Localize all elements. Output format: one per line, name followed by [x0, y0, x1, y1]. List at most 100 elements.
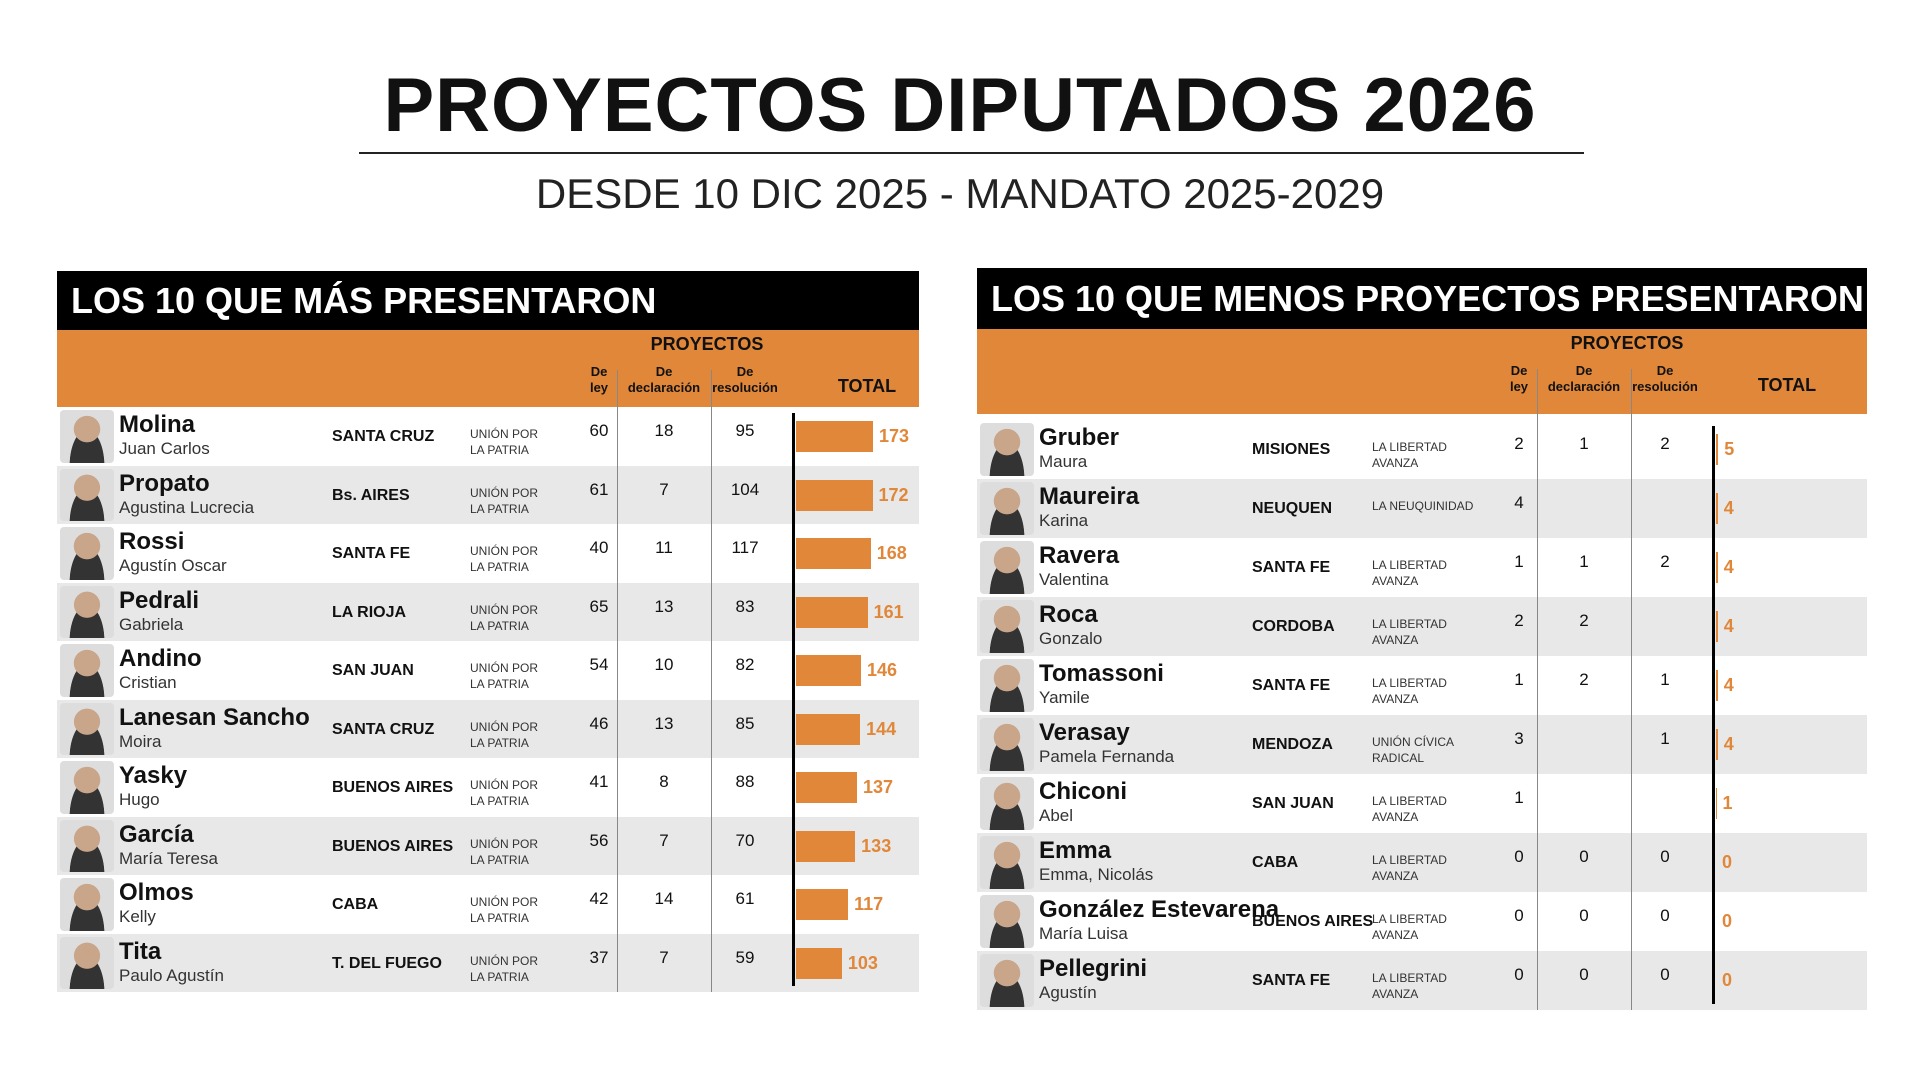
party: UNIÓN CÍVICA RADICAL	[1372, 735, 1454, 765]
first-name: Agustín Oscar	[119, 556, 227, 575]
row	[977, 479, 1867, 538]
row	[57, 641, 919, 700]
photo	[60, 468, 114, 521]
province: SANTA FE	[1252, 677, 1331, 694]
axis-line	[1712, 426, 1715, 1004]
party: UNIÓN POR LA PATRIA	[470, 485, 539, 516]
cell-value: 11	[655, 538, 673, 557]
province: SAN JUAN	[332, 662, 414, 679]
row	[977, 774, 1867, 833]
first-name: Hugo	[119, 790, 160, 809]
photo	[980, 423, 1034, 476]
column-header: De declaración	[627, 364, 701, 395]
province: SANTA FE	[1252, 972, 1331, 989]
cell-value: 83	[735, 596, 755, 616]
row	[57, 875, 919, 934]
cell-value: 46	[589, 713, 609, 733]
photo	[60, 410, 114, 463]
first-name: Gabriela	[119, 614, 184, 634]
total-value: 4	[1723, 734, 1734, 754]
surname: Tita	[119, 937, 162, 965]
row	[977, 538, 1867, 597]
surname: Pellegrini	[1039, 955, 1148, 982]
total-value: 133	[861, 835, 892, 856]
photo	[60, 527, 114, 580]
surname: Roca	[1039, 601, 1098, 628]
cell-value: 7	[659, 479, 669, 499]
province: BUENOS AIRES	[1252, 913, 1374, 930]
total-bar	[1716, 611, 1718, 642]
party: UNIÓN POR LA PATRIA	[470, 661, 539, 691]
province: CABA	[1252, 854, 1299, 871]
photo	[980, 836, 1034, 889]
cell-value: 13	[654, 713, 674, 733]
party: LA LIBERTAD AVANZA	[1372, 971, 1447, 1001]
table-title: LOS 10 QUE MÁS PRESENTARON	[57, 271, 919, 330]
table-title: LOS 10 QUE MENOS PROYECTOS PRESENTARON	[977, 268, 1867, 329]
first-name: María Luisa	[1039, 924, 1128, 943]
province: T. DEL FUEGO	[332, 954, 442, 972]
cell-value: 61	[735, 889, 755, 908]
party: UNIÓN POR LA PATRIA	[470, 895, 539, 925]
cell-value: 65	[589, 596, 609, 616]
cell-value: 2	[1514, 611, 1524, 630]
photo	[60, 878, 114, 931]
photo	[980, 659, 1034, 712]
total-bar	[1716, 670, 1718, 701]
subtitle: DESDE 10 DIC 2025 - MANDATO 2025-2029	[535, 170, 1385, 217]
total-bar	[796, 655, 861, 686]
party: LA NEUQUINIDAD	[1372, 499, 1474, 513]
cell-value: 1	[1514, 670, 1524, 689]
photo	[980, 482, 1034, 535]
first-name: Pamela Fernanda	[1039, 747, 1175, 766]
cell-value: 2	[1514, 434, 1524, 453]
cell-value: 10	[654, 655, 674, 674]
province: SANTA CRUZ	[332, 428, 435, 445]
province: BUENOS AIRES	[332, 779, 454, 796]
column-separator	[711, 370, 712, 992]
group-header: PROYECTOS	[1570, 333, 1684, 353]
column-separator	[617, 370, 618, 992]
total-bar	[796, 596, 868, 628]
total-value: 117	[854, 894, 884, 914]
surname: Yasky	[119, 762, 188, 789]
row	[977, 833, 1867, 892]
cell-value: 117	[731, 538, 759, 557]
cell-value: 3	[1514, 729, 1524, 748]
photo	[980, 600, 1034, 653]
total-bar	[1716, 434, 1719, 465]
cell-value: 2	[1660, 434, 1670, 453]
row	[977, 892, 1867, 951]
party: LA LIBERTAD AVANZA	[1372, 558, 1447, 588]
province: SANTA CRUZ	[332, 720, 435, 738]
province: BUENOS AIRES	[332, 837, 454, 855]
first-name: Yamile	[1039, 688, 1090, 707]
first-name: Cristian	[119, 673, 177, 692]
party: UNIÓN POR LA PATRIA	[470, 953, 539, 984]
province: SAN JUAN	[1252, 795, 1334, 812]
axis-line	[792, 413, 795, 986]
province: CORDOBA	[1252, 618, 1335, 635]
total-value: 4	[1723, 616, 1734, 636]
group-header: PROYECTOS	[650, 334, 764, 354]
total-value: 137	[862, 777, 893, 797]
total-value: 0	[1722, 970, 1733, 990]
photo	[60, 936, 114, 989]
total-bar	[796, 772, 857, 803]
party: UNIÓN POR LA PATRIA	[470, 778, 539, 808]
first-name: Paulo Agustín	[119, 965, 224, 985]
total-value: 173	[878, 426, 910, 446]
party: UNIÓN POR LA PATRIA	[470, 602, 539, 633]
surname: Lanesan Sancho	[119, 703, 310, 731]
province: NEUQUEN	[1252, 500, 1333, 517]
cell-value: 13	[654, 596, 674, 616]
cell-value: 56	[589, 830, 609, 850]
cell-value: 60	[589, 421, 609, 440]
row	[977, 951, 1867, 1010]
cell-value: 1	[1579, 552, 1589, 571]
cell-value: 0	[1579, 906, 1589, 925]
first-name: Agustina Lucrecia	[119, 497, 255, 517]
cell-value: 85	[735, 713, 755, 733]
cell-value: 18	[654, 421, 674, 440]
cell-value: 88	[735, 772, 755, 791]
